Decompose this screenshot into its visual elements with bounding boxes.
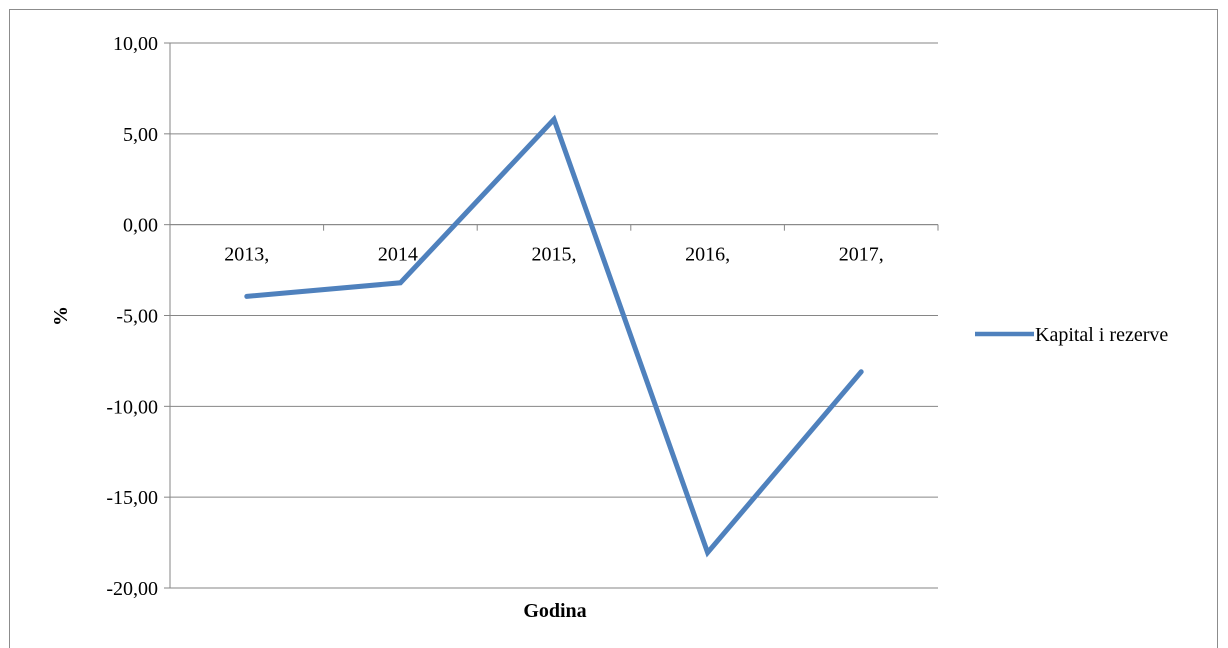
legend-label-kapital-i-rezerve: Kapital i rezerve: [1035, 324, 1168, 346]
x-axis-title: Godina: [523, 600, 586, 622]
x-tick-label: 2014,: [378, 244, 423, 266]
y-tick-label: -5,00: [116, 306, 158, 328]
y-tick-label: -10,00: [106, 396, 158, 418]
x-tick-label: 2017,: [839, 244, 884, 266]
y-tick-labels: 10,00 5,00 0,00 -5,00 -10,00 -15,00 -20,00: [106, 33, 158, 600]
y-tick-label: -20,00: [106, 578, 158, 600]
x-tick-label: 2016,: [685, 244, 730, 266]
series-lines: [244, 114, 864, 558]
y-tick-label: 5,00: [123, 124, 158, 146]
x-tick-label: 2015,: [532, 244, 577, 266]
y-tick-label: 0,00: [123, 215, 158, 237]
series-line-0: [244, 114, 864, 558]
y-tick-label: 10,00: [113, 33, 158, 55]
x-tick-label: 2013,: [224, 244, 269, 266]
x-tick-labels: 2013, 2014, 2015, 2016, 2017,: [224, 244, 883, 266]
y-axis-title: %: [50, 306, 72, 326]
y-tick-label: -15,00: [106, 487, 158, 509]
legend: Kapital i rezerve: [975, 324, 1168, 346]
axes: [164, 42, 939, 589]
chart-frame: [9, 9, 1218, 648]
